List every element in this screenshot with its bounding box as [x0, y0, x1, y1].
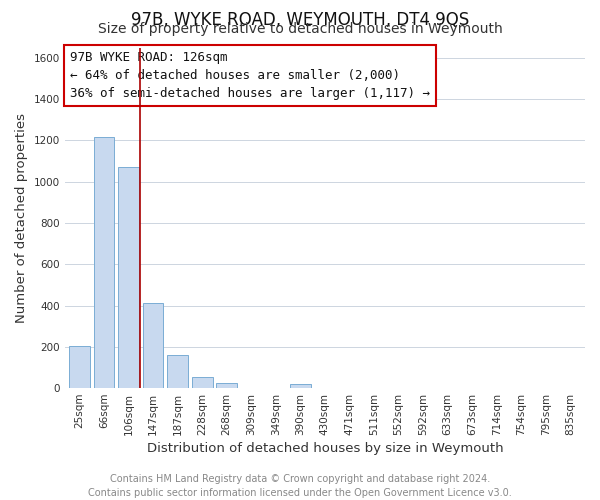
Bar	[290, 384, 311, 388]
Bar	[118, 167, 139, 388]
Y-axis label: Number of detached properties: Number of detached properties	[15, 113, 28, 323]
Bar	[191, 376, 212, 388]
Text: 97B WYKE ROAD: 126sqm
← 64% of detached houses are smaller (2,000)
36% of semi-d: 97B WYKE ROAD: 126sqm ← 64% of detached …	[70, 51, 430, 100]
Bar	[167, 355, 188, 388]
Bar	[94, 138, 115, 388]
Bar	[216, 383, 237, 388]
X-axis label: Distribution of detached houses by size in Weymouth: Distribution of detached houses by size …	[146, 442, 503, 455]
Bar	[69, 346, 90, 388]
Bar	[143, 304, 163, 388]
Text: Size of property relative to detached houses in Weymouth: Size of property relative to detached ho…	[98, 22, 502, 36]
Text: 97B, WYKE ROAD, WEYMOUTH, DT4 9QS: 97B, WYKE ROAD, WEYMOUTH, DT4 9QS	[131, 11, 469, 29]
Text: Contains HM Land Registry data © Crown copyright and database right 2024.
Contai: Contains HM Land Registry data © Crown c…	[88, 474, 512, 498]
